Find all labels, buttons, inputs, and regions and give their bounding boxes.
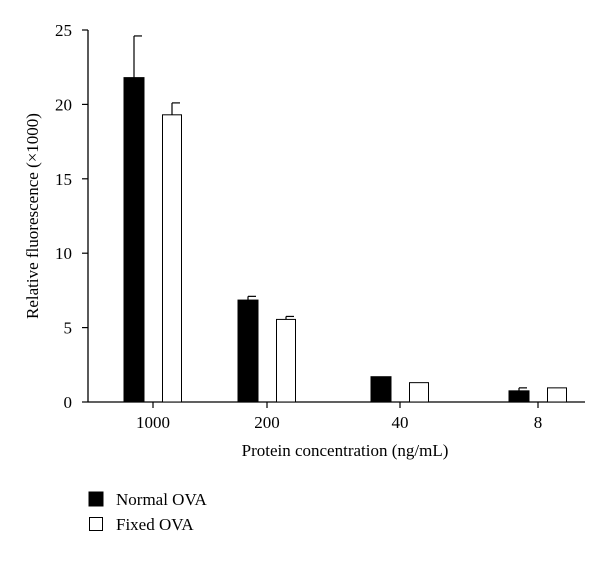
error-bars: [133, 35, 527, 391]
axes: [82, 29, 585, 408]
y-tick-labels: 0 5 10 15 20 25: [55, 21, 72, 412]
x-tick-label: 200: [254, 413, 280, 432]
y-axis-title: Relative fluorescence (×1000): [23, 113, 42, 319]
bar-normal-ova-40: [370, 376, 392, 403]
bar-normal-ova-8: [508, 390, 530, 403]
legend: Normal OVA Fixed OVA: [88, 490, 208, 534]
y-tick-label: 15: [55, 170, 72, 189]
bar-normal-ova-200: [237, 299, 259, 403]
y-tick-label: 10: [55, 244, 72, 263]
bar-fixed-ova-200: [276, 318, 296, 403]
legend-label-normal-ova: Normal OVA: [116, 490, 208, 509]
x-axis-title: Protein concentration (ng/mL): [242, 441, 449, 460]
bar-fixed-ova-1000: [162, 114, 182, 403]
legend-label-fixed-ova: Fixed OVA: [116, 515, 194, 534]
x-tick-label: 1000: [136, 413, 170, 432]
y-tick-label: 5: [64, 319, 73, 338]
bar-fixed-ova-40: [409, 382, 429, 403]
legend-swatch-normal-ova: [88, 491, 104, 507]
bar-fixed-ova-8: [547, 387, 567, 403]
bar-normal-ova-1000: [123, 77, 145, 403]
y-tick-label: 20: [55, 95, 72, 114]
x-tick-label: 8: [534, 413, 543, 432]
legend-swatch-fixed-ova: [89, 517, 103, 531]
x-tick-label: 40: [392, 413, 409, 432]
y-tick-label: 25: [55, 21, 72, 40]
y-tick-label: 0: [64, 393, 73, 412]
x-tick-labels: 1000 200 40 8: [136, 413, 542, 432]
bars: [123, 77, 567, 403]
